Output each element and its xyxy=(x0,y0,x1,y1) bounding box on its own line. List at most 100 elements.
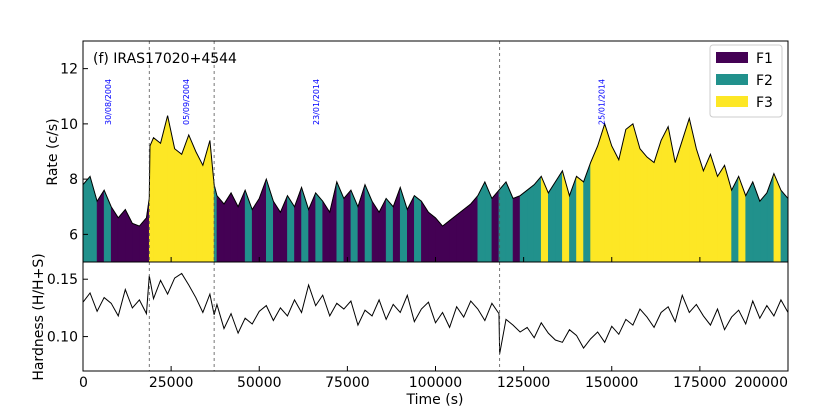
rate-state-segment xyxy=(590,145,598,262)
rate-state-segment xyxy=(505,181,514,262)
rate-state-segment xyxy=(442,219,450,262)
rate-state-segment xyxy=(428,211,436,262)
rate-state-segment xyxy=(731,176,739,262)
rate-state-segment xyxy=(83,175,91,262)
hardness-y-tick-label: 0.10 xyxy=(47,330,78,346)
legend-label: F1 xyxy=(756,51,773,67)
rate-state-segment xyxy=(484,181,493,262)
legend-swatch xyxy=(716,74,748,85)
rate-state-segment xyxy=(174,148,182,262)
rate-state-segment xyxy=(639,147,648,262)
rate-state-segment xyxy=(597,123,606,262)
rate-state-segment xyxy=(392,187,401,262)
rate-state-segment xyxy=(213,184,218,262)
rate-state-segment xyxy=(167,115,175,262)
hardness-line xyxy=(83,272,788,354)
legend-label: F3 xyxy=(756,95,773,111)
rate-state-segment xyxy=(216,194,225,262)
rate-state-segment xyxy=(681,118,690,262)
hardness-panel xyxy=(83,272,788,354)
rate-state-segment xyxy=(223,191,232,262)
rate-state-segment xyxy=(470,194,479,262)
rate-state-segment xyxy=(555,169,563,262)
rate-state-segment xyxy=(132,222,140,262)
rate-state-segment xyxy=(604,123,613,262)
x-tick-label: 75000 xyxy=(325,375,370,391)
rate-state-segment xyxy=(329,181,338,262)
hardness-panel-overlay: 0.10 0.15 0 25000 50000 75000 100000 125000 1500… xyxy=(47,262,789,391)
panel-title: (f) IRAS17020+4544 xyxy=(93,51,237,67)
hardness-panel-frame xyxy=(82,261,789,372)
x-axis-label: Time (s) xyxy=(406,392,464,408)
rate-state-segment xyxy=(406,195,415,262)
rate-state-segment xyxy=(569,176,577,262)
rate-state-segment xyxy=(710,154,718,262)
rate-y-tick-label: 6 xyxy=(69,227,78,243)
rate-state-segment xyxy=(660,126,669,262)
rate-state-segment xyxy=(308,192,316,262)
rate-state-segment xyxy=(491,189,500,262)
rate-state-segment xyxy=(280,195,288,262)
rate-y-tick-label: 8 xyxy=(69,172,78,188)
rate-y-tick-label: 12 xyxy=(60,62,78,78)
rate-state-segment xyxy=(512,195,521,262)
rate-state-segment xyxy=(414,195,422,262)
rate-state-segment xyxy=(188,134,197,262)
rate-state-segment xyxy=(611,145,620,262)
rate-state-segment xyxy=(780,189,788,262)
observation-date-label: 30/08/2004 xyxy=(104,79,113,125)
rate-state-segment xyxy=(258,179,267,262)
rate-state-segment xyxy=(153,137,161,262)
rate-state-segment xyxy=(696,148,704,262)
rate-line xyxy=(83,115,788,227)
x-tick-label: 150000 xyxy=(585,375,638,391)
rate-state-segment xyxy=(526,184,535,262)
rate-state-segment xyxy=(463,203,472,262)
rate-state-segment xyxy=(294,187,302,262)
rate-state-segment xyxy=(625,123,634,262)
rate-state-segment xyxy=(195,151,204,262)
y-axis-label-hardness: Hardness (H/H+S) xyxy=(31,253,47,380)
rate-state-segment xyxy=(724,165,732,262)
rate-state-segment xyxy=(519,189,528,262)
legend-label: F2 xyxy=(756,73,773,89)
rate-state-segment xyxy=(181,134,190,262)
rate-state-segment xyxy=(103,190,112,262)
rate-state-segment xyxy=(533,175,542,262)
rate-state-segment xyxy=(336,181,345,262)
rate-state-segment xyxy=(759,192,768,262)
x-tick-label: 200000 xyxy=(735,375,788,391)
rate-state-segment xyxy=(350,190,359,262)
rate-state-segment xyxy=(364,184,373,262)
rate-state-segment xyxy=(110,205,119,262)
rate-state-segment xyxy=(117,208,126,262)
observation-date-label: 23/01/2014 xyxy=(312,79,321,125)
rate-panel xyxy=(83,115,788,262)
rate-state-segment xyxy=(230,192,239,262)
rate-state-segment xyxy=(752,181,761,262)
rate-state-segment xyxy=(456,208,465,262)
rate-state-segment xyxy=(738,176,747,262)
observation-date-label: 25/01/2014 xyxy=(598,79,607,125)
rate-state-segment xyxy=(449,214,457,262)
legend-swatch xyxy=(716,96,748,107)
rate-state-segment xyxy=(547,180,556,262)
legend-swatch xyxy=(716,52,748,63)
rate-state-segment xyxy=(237,190,246,262)
rate-state-segment xyxy=(688,118,697,262)
rate-y-tick-label: 10 xyxy=(60,117,78,133)
rate-state-segment xyxy=(96,189,105,262)
rate-state-segment xyxy=(703,154,711,262)
observation-date-label: 05/09/2004 xyxy=(182,79,191,125)
rate-state-segment xyxy=(202,140,211,262)
hardness-y-tick-label: 0.15 xyxy=(47,272,78,288)
legend: F1 F2 F3 xyxy=(709,44,783,118)
rate-panel-overlay: 30/08/2004 05/09/2004 23/01/2014 25/01/2014… xyxy=(60,41,789,262)
rate-state-segment xyxy=(583,162,591,262)
rate-state-segment xyxy=(385,197,394,262)
x-tick-label: 0 xyxy=(79,375,88,391)
x-tick-label: 125000 xyxy=(497,375,550,391)
rate-state-segment xyxy=(717,164,725,262)
x-tick-label: 100000 xyxy=(409,375,462,391)
